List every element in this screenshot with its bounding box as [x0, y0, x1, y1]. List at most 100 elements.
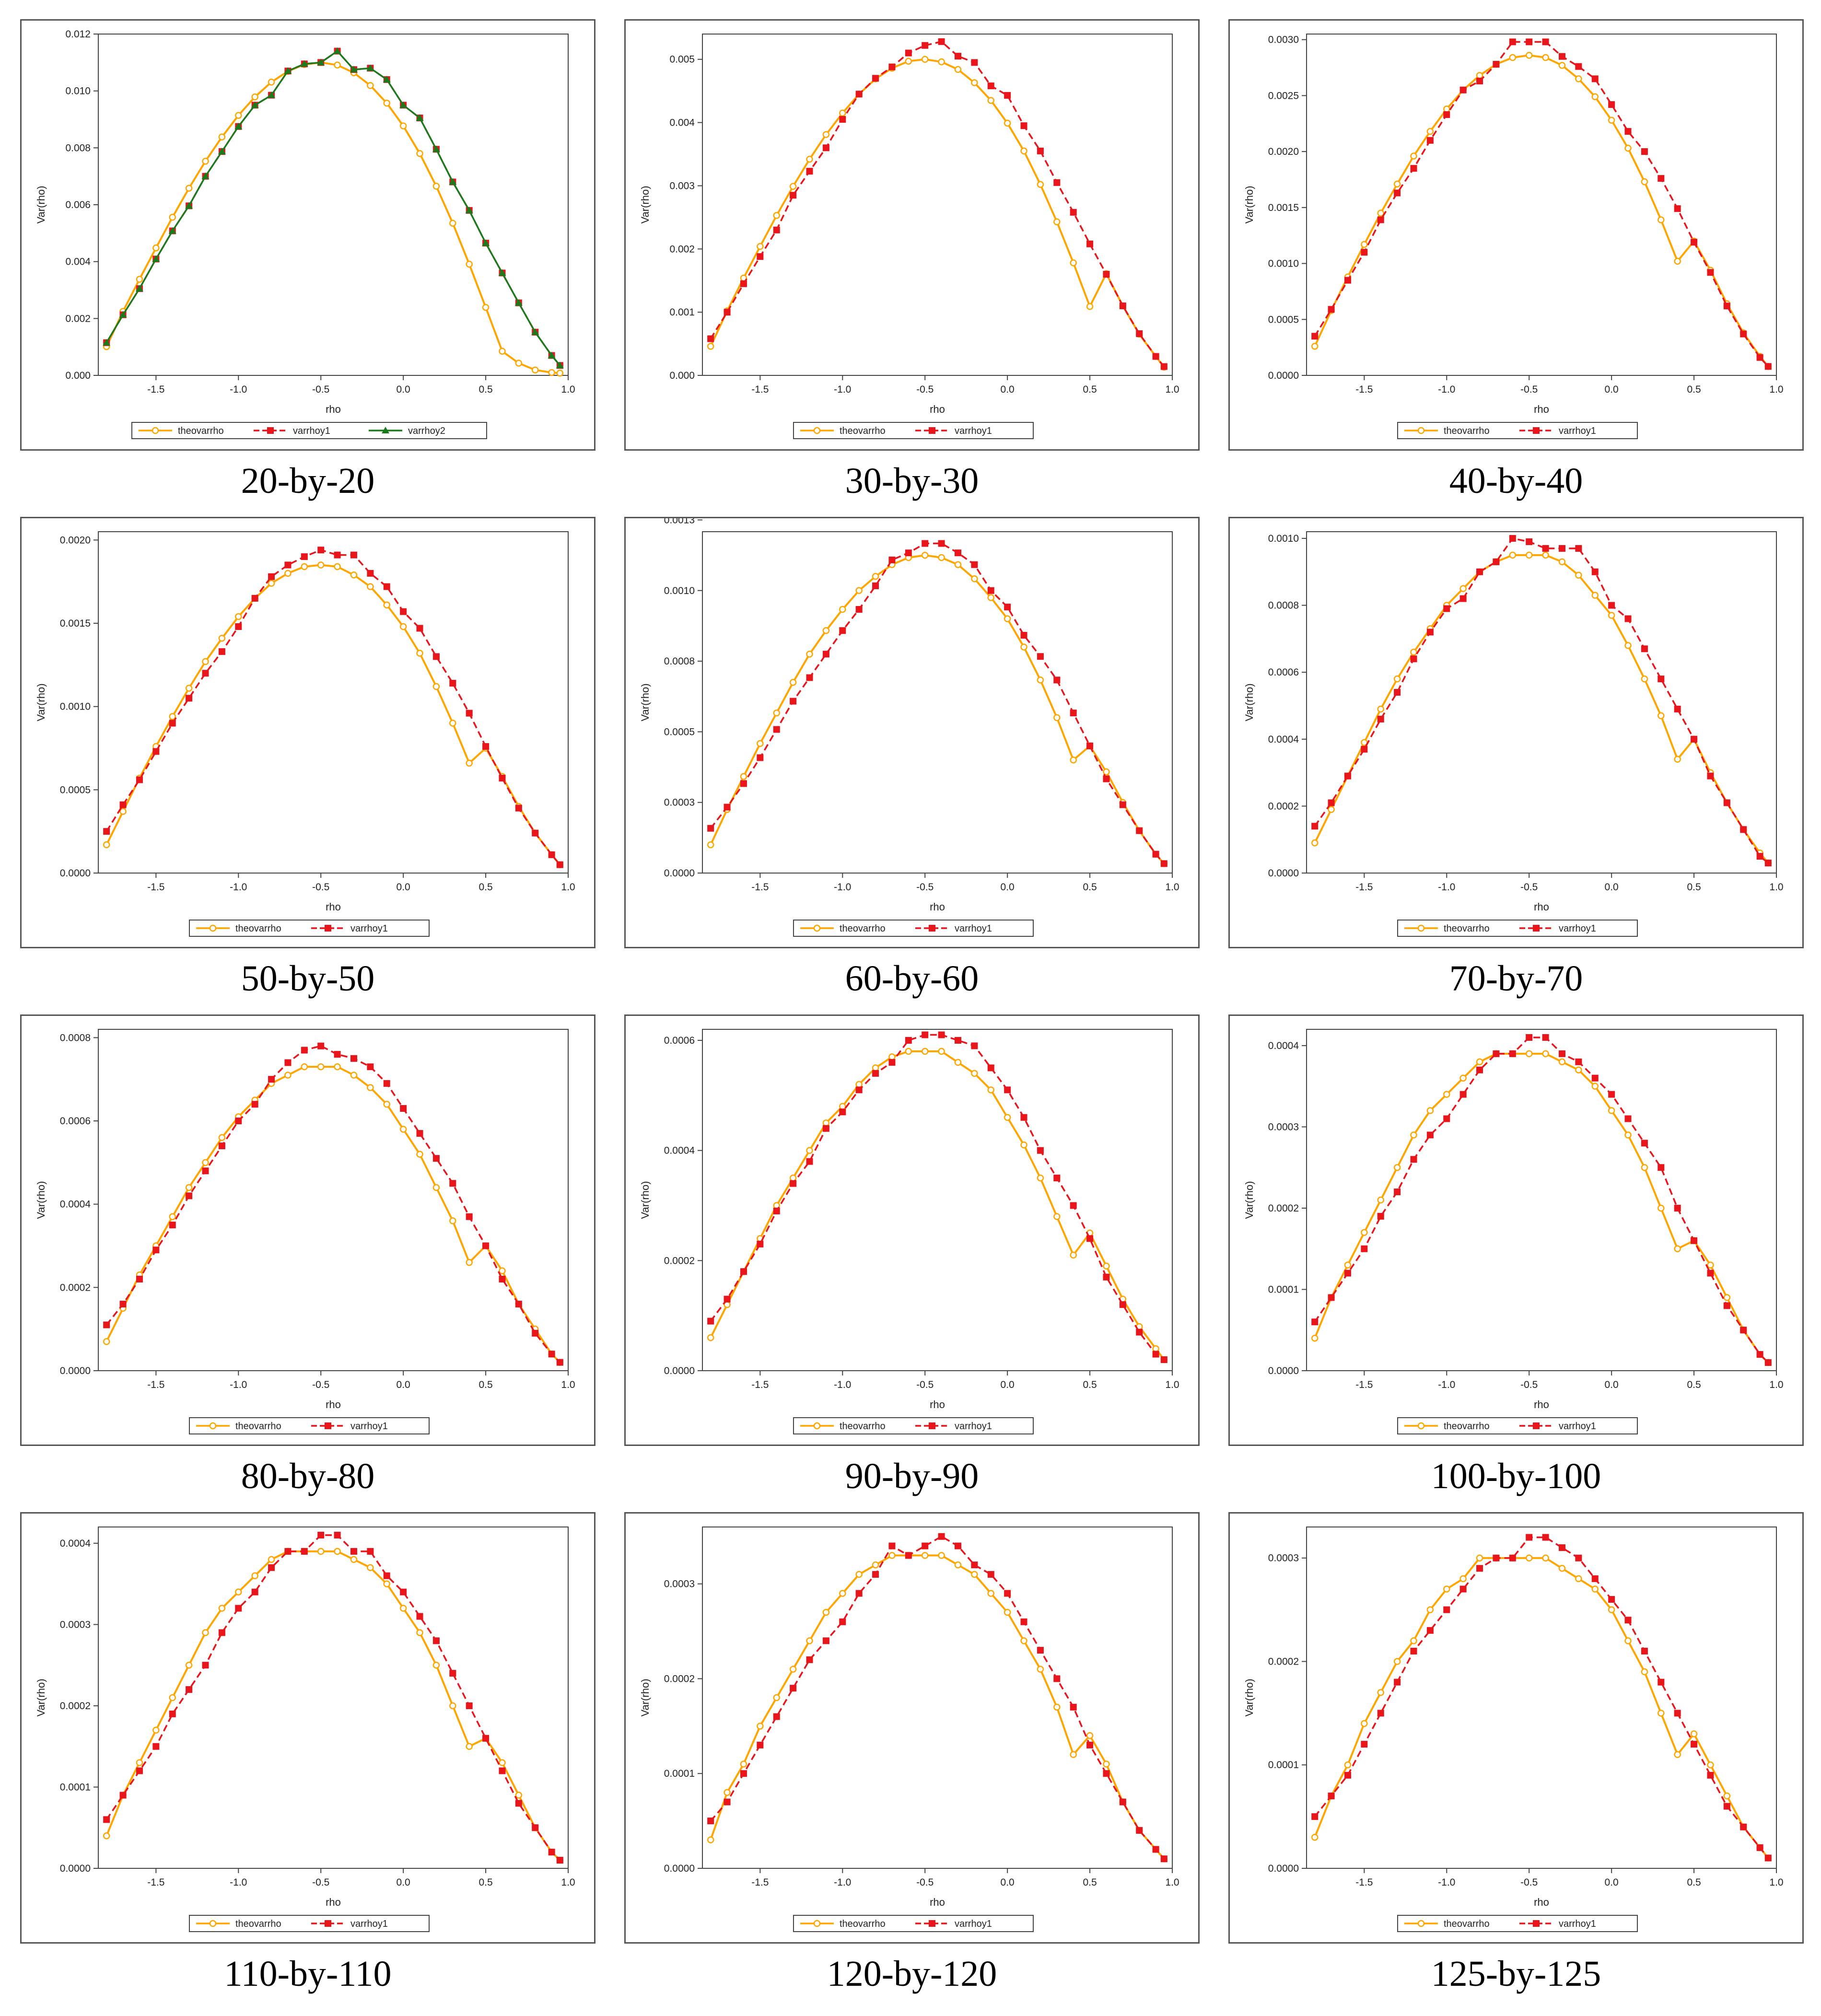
legend-label: theovarrho: [1444, 1919, 1490, 1929]
data-point-theovarrho: [888, 1552, 896, 1559]
data-point-theovarrho: [1707, 1261, 1714, 1269]
x-tick-label: -1.5: [751, 384, 769, 395]
data-point-varrhoy1: [1004, 1086, 1011, 1094]
data-point-theovarrho: [1575, 1575, 1582, 1583]
data-point-varrhoy1: [1361, 1245, 1368, 1252]
data-point-theovarrho: [905, 58, 912, 65]
chart-frame: 0.0000 0.0005 0.0010 0.0015 0.0020 0.0025 0.00…: [1228, 19, 1804, 451]
data-point-theovarrho: [822, 1119, 830, 1127]
series-line-varrhoy1: [1314, 537, 1769, 864]
data-point-varrhoy1: [1756, 1844, 1763, 1851]
data-point-varrhoy1: [905, 549, 912, 557]
data-point-varrhoy1: [432, 1637, 440, 1644]
y-tick-label: 0.0002: [1268, 1656, 1299, 1667]
data-point-varrhoy1: [1707, 1771, 1714, 1779]
x-tick-label: -0.5: [312, 882, 329, 893]
chart-frame: 0.0000 0.0002 0.0004 0.0006 0.0008 -1.5 -1.0 -0…: [20, 1014, 595, 1446]
data-point-theovarrho: [1037, 1666, 1044, 1673]
data-point-theovarrho: [971, 1070, 978, 1077]
data-point-theovarrho: [367, 1084, 374, 1091]
data-point-varrhoy1: [1740, 330, 1747, 338]
data-point-theovarrho: [822, 627, 830, 634]
data-point-varrhoy1: [872, 1070, 879, 1077]
data-point-theovarrho: [921, 551, 929, 559]
data-point-theovarrho: [136, 276, 143, 283]
data-point-varrhoy1: [987, 82, 994, 90]
data-point-varrhoy1: [757, 253, 764, 260]
data-point-theovarrho: [1608, 117, 1615, 124]
data-point-theovarrho: [938, 1552, 945, 1559]
data-point-varrhoy1: [1410, 1156, 1417, 1163]
data-point-theovarrho: [432, 1661, 440, 1669]
plot-area: [1306, 1527, 1777, 1869]
y-tick-label: 0.0003: [60, 1619, 91, 1630]
y-tick-label: 0.002: [65, 313, 91, 324]
data-point-varrhoy1: [1004, 604, 1011, 611]
y-tick-label: 0.0025: [1268, 90, 1299, 101]
data-point-theovarrho: [1103, 1262, 1110, 1270]
data-point-varrhoy1: [1591, 1575, 1599, 1582]
data-point-varrhoy1: [1443, 605, 1450, 612]
x-tick-label: -1.0: [230, 882, 247, 893]
x-tick-label: 0.0: [1001, 1379, 1015, 1390]
data-point-theovarrho: [383, 601, 391, 609]
data-point-varrhoy1: [1493, 1554, 1500, 1562]
x-tick-label: -1.5: [1355, 1379, 1373, 1390]
data-point-varrhoy1: [971, 1562, 978, 1569]
data-point-varrhoy1: [1558, 1050, 1565, 1057]
chart-svg: 0.0000 0.0002 0.0004 0.0006 -1.5 -1.0 -0.5 0.0 0…: [639, 1029, 1179, 1434]
data-point-varrhoy1: [1361, 1741, 1368, 1748]
data-point-theovarrho: [350, 1072, 358, 1079]
data-point-theovarrho: [1641, 178, 1648, 186]
y-tick-label: 0.0000: [1268, 868, 1299, 879]
data-point-theovarrho: [1377, 1689, 1384, 1696]
data-point-varrhoy1: [1658, 1678, 1665, 1686]
y-tick-label: 0.0000: [664, 1365, 695, 1376]
x-tick-label: 0.5: [479, 384, 492, 395]
data-point-varrhoy1: [1476, 1565, 1483, 1572]
y-tick-label: 0.000: [65, 370, 91, 381]
data-point-theovarrho: [757, 1723, 764, 1730]
data-point-varrhoy1: [822, 1637, 829, 1644]
data-point-varrhoy1: [1160, 1855, 1167, 1863]
data-point-varrhoy1: [1443, 111, 1450, 118]
data-point-varrhoy1: [1070, 1202, 1077, 1209]
data-point-theovarrho: [921, 1048, 929, 1055]
data-point-varrhoy2: [317, 58, 325, 66]
data-point-theovarrho: [1509, 551, 1517, 559]
data-point-theovarrho: [466, 1743, 473, 1750]
data-point-varrhoy1: [416, 1613, 423, 1620]
data-point-theovarrho: [235, 112, 242, 119]
data-point-theovarrho: [987, 594, 995, 601]
data-point-varrhoy1: [707, 1317, 714, 1325]
series-line-varrhoy1: [105, 1045, 561, 1363]
data-point-theovarrho: [268, 79, 275, 86]
data-point-theovarrho: [954, 561, 962, 568]
data-point-varrhoy1: [202, 1167, 209, 1175]
data-point-varrhoy1: [301, 1047, 308, 1054]
data-point-theovarrho: [839, 1590, 846, 1597]
data-point-varrhoy1: [1723, 799, 1730, 806]
data-point-varrhoy1: [1764, 363, 1772, 370]
data-point-theovarrho: [855, 1571, 863, 1578]
data-point-theovarrho: [301, 1063, 308, 1071]
data-point-theovarrho: [773, 212, 780, 219]
plot-area: [702, 1029, 1173, 1371]
y-tick-label: 0.0020: [60, 535, 91, 546]
y-axis-label: Var(rho): [639, 683, 651, 721]
y-tick-label: 0.008: [65, 142, 91, 153]
x-tick-label: 0.5: [1083, 1877, 1097, 1888]
data-point-varrhoy1: [806, 1656, 813, 1663]
x-tick-label: 1.0: [1769, 882, 1783, 893]
data-point-theovarrho: [1525, 52, 1533, 59]
data-point-theovarrho: [169, 713, 176, 720]
data-point-varrhoy1: [268, 1564, 275, 1571]
x-tick-label: -1.5: [147, 1379, 164, 1390]
y-tick-label: 0.0003: [664, 1579, 695, 1590]
data-point-theovarrho: [1004, 615, 1011, 622]
legend: theovarrho varrhoy1: [1397, 1915, 1638, 1932]
data-point-varrhoy1: [334, 551, 341, 559]
data-point-varrhoy2: [251, 101, 259, 108]
data-point-varrhoy1: [367, 1548, 374, 1555]
chart-panel: 0.0000 0.0005 0.0010 0.0015 0.0020 -1.5 -1.0 -0…: [20, 517, 595, 1001]
